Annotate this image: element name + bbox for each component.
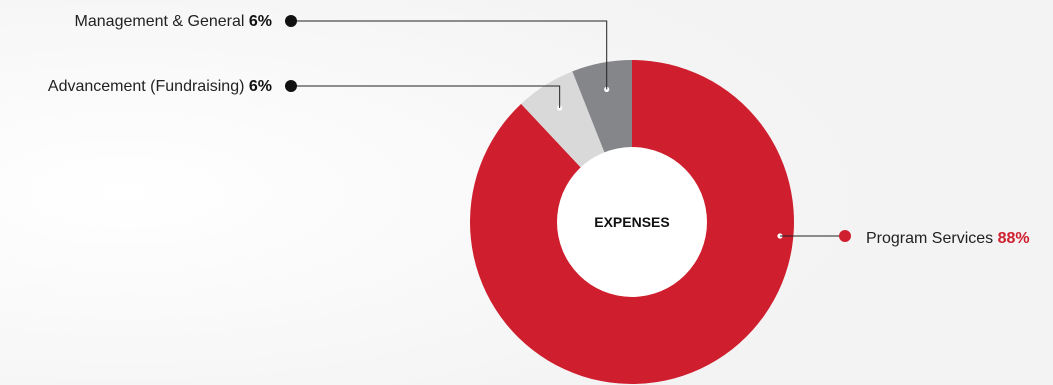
label-dot-management-general [285,15,297,27]
label-dot-advancement-fundraising [285,80,297,92]
slice-percent: 88% [998,230,1030,247]
label-dot-program-services [839,230,851,242]
slice-labels: Program Services 88% Advancement (Fundrai… [48,13,1030,247]
slice-name: Advancement (Fundraising) [48,78,249,95]
center-label: EXPENSES [594,214,669,230]
slice-label-program-services: Program Services 88% [866,230,1030,247]
leader-line-management-general [291,20,608,90]
leader-lines [285,15,851,242]
slice-label-advancement-fundraising: Advancement (Fundraising) 6% [48,78,272,95]
donut-hole [557,147,707,297]
slice-percent: 6% [249,78,272,95]
slice-name: Management & General [75,13,249,30]
slice-name: Program Services [866,230,998,247]
slice-label-management-general: Management & General 6% [75,13,272,30]
slice-percent: 6% [249,13,272,30]
leader-line-advancement-fundraising [291,85,561,109]
